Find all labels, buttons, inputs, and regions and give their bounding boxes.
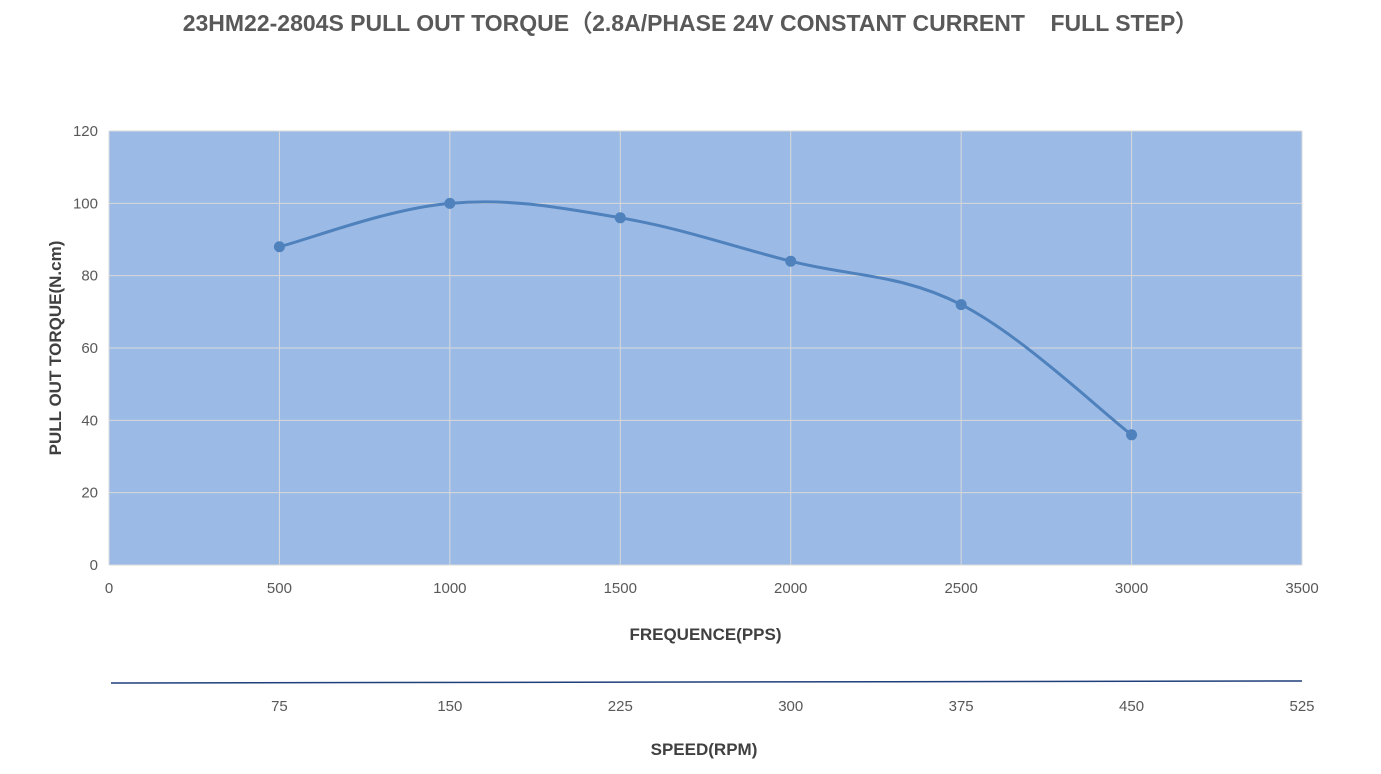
y-tick-label: 40 — [81, 412, 98, 429]
torque-series-line — [279, 200, 1133, 436]
rpm-tick-labels: 75 150 225 300 375 450 525 — [271, 698, 1314, 715]
x-tick-label: 2000 — [774, 580, 807, 597]
chart-title: 23HM22-2804S PULL OUT TORQUE（2.8A/PHASE … — [182, 10, 1199, 36]
x-tick-label: 1500 — [604, 580, 637, 597]
grid-lines — [108, 130, 1303, 566]
y-tick-labels: 0 20 40 60 80 100 120 — [73, 123, 98, 574]
data-point — [614, 212, 626, 224]
x-tick-label: 500 — [267, 580, 292, 597]
x-tick-label: 3500 — [1285, 580, 1318, 597]
y-tick-label: 0 — [90, 557, 98, 574]
torque-points — [273, 197, 1138, 441]
data-point — [785, 255, 797, 267]
y-tick-label: 60 — [81, 340, 98, 357]
x-tick-label: 1000 — [433, 580, 466, 597]
rpm-tick-label: 375 — [949, 698, 974, 715]
rpm-tick-label: 225 — [608, 698, 633, 715]
x-tick-label: 2500 — [944, 580, 977, 597]
rpm-tick-label: 150 — [437, 698, 462, 715]
x-tick-label: 3000 — [1115, 580, 1148, 597]
x-tick-labels: 0 500 1000 1500 2000 2500 3000 3500 — [105, 580, 1319, 597]
rpm-tick-label: 75 — [271, 698, 288, 715]
data-point — [273, 241, 285, 253]
rpm-tick-label: 525 — [1289, 698, 1314, 715]
y-tick-label: 100 — [73, 195, 98, 212]
x-tick-label: 0 — [105, 580, 113, 597]
data-point — [1126, 429, 1138, 441]
rpm-axis-title: SPEED(RPM) — [651, 740, 758, 759]
y-axis-title: PULL OUT TORQUE(N.cm) — [46, 241, 65, 456]
y-tick-label: 80 — [81, 268, 98, 285]
y-tick-label: 120 — [73, 123, 98, 140]
rpm-tick-label: 300 — [778, 698, 803, 715]
rpm-axis-line — [110, 680, 1303, 684]
data-point — [444, 197, 456, 209]
x-axis-title: FREQUENCE(PPS) — [629, 625, 781, 644]
y-tick-label: 20 — [81, 485, 98, 502]
data-point — [955, 299, 967, 311]
rpm-tick-label: 450 — [1119, 698, 1144, 715]
